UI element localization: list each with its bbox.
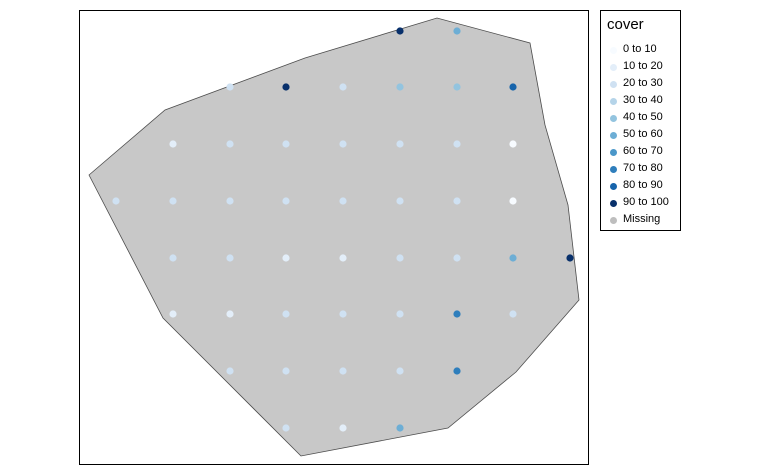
sample-point bbox=[226, 367, 234, 375]
sample-point bbox=[396, 254, 404, 262]
legend-item: 50 to 60 bbox=[601, 127, 681, 144]
sample-point bbox=[339, 83, 347, 91]
sample-point bbox=[396, 27, 404, 35]
sample-point bbox=[339, 310, 347, 318]
sample-point bbox=[339, 367, 347, 375]
legend-swatch bbox=[610, 132, 617, 139]
sample-point bbox=[509, 197, 517, 205]
sample-points-layer bbox=[112, 27, 574, 432]
sample-point bbox=[396, 197, 404, 205]
sample-point bbox=[396, 367, 404, 375]
legend-label: 10 to 20 bbox=[623, 60, 663, 72]
sample-point bbox=[339, 140, 347, 148]
legend-swatch bbox=[610, 166, 617, 173]
sample-point bbox=[509, 310, 517, 318]
sample-point bbox=[509, 83, 517, 91]
legend-item: 80 to 90 bbox=[601, 178, 681, 195]
legend-swatch bbox=[610, 217, 617, 224]
sample-point bbox=[396, 310, 404, 318]
legend-label: 30 to 40 bbox=[623, 94, 663, 106]
legend-label: 70 to 80 bbox=[623, 162, 663, 174]
sample-point bbox=[453, 140, 461, 148]
sample-point bbox=[282, 367, 290, 375]
legend-item: 70 to 80 bbox=[601, 161, 681, 178]
sample-point bbox=[282, 83, 290, 91]
sample-point bbox=[169, 310, 177, 318]
legend-item: 60 to 70 bbox=[601, 144, 681, 161]
sample-point bbox=[282, 197, 290, 205]
sample-point bbox=[169, 197, 177, 205]
sample-point bbox=[396, 83, 404, 91]
legend-title: cover bbox=[607, 16, 644, 33]
legend-item: 10 to 20 bbox=[601, 59, 681, 76]
sample-point bbox=[453, 27, 461, 35]
legend-swatch bbox=[610, 200, 617, 207]
legend-swatch bbox=[610, 64, 617, 71]
sample-point bbox=[453, 254, 461, 262]
sample-point bbox=[226, 310, 234, 318]
legend-label: 20 to 30 bbox=[623, 77, 663, 89]
legend: cover 0 to 10 10 to 20 20 to 30 30 to 40 40 … bbox=[600, 10, 681, 231]
sample-point bbox=[339, 424, 347, 432]
sample-point bbox=[226, 140, 234, 148]
sample-point bbox=[282, 310, 290, 318]
sample-point bbox=[453, 310, 461, 318]
legend-item: 0 to 10 bbox=[601, 42, 681, 59]
legend-label: 60 to 70 bbox=[623, 145, 663, 157]
legend-item: 40 to 50 bbox=[601, 110, 681, 127]
legend-item: Missing bbox=[601, 212, 681, 229]
legend-swatch bbox=[610, 183, 617, 190]
legend-item: 90 to 100 bbox=[601, 195, 681, 212]
sample-point bbox=[453, 197, 461, 205]
sample-point bbox=[112, 197, 120, 205]
sample-point bbox=[509, 254, 517, 262]
legend-label: 40 to 50 bbox=[623, 111, 663, 123]
legend-label: Missing bbox=[623, 213, 661, 225]
legend-swatch bbox=[610, 115, 617, 122]
map-frame bbox=[79, 10, 589, 465]
legend-label: 50 to 60 bbox=[623, 128, 663, 140]
sample-point bbox=[509, 140, 517, 148]
sample-point bbox=[282, 424, 290, 432]
sample-point bbox=[339, 197, 347, 205]
legend-swatch bbox=[610, 47, 617, 54]
sample-point bbox=[453, 83, 461, 91]
legend-swatch bbox=[610, 98, 617, 105]
sample-point bbox=[169, 140, 177, 148]
study-area-polygon bbox=[88, 17, 580, 457]
sample-point bbox=[396, 140, 404, 148]
legend-item: 20 to 30 bbox=[601, 76, 681, 93]
sample-point bbox=[396, 424, 404, 432]
sample-point bbox=[339, 254, 347, 262]
legend-label: 0 to 10 bbox=[623, 43, 657, 55]
legend-item: 30 to 40 bbox=[601, 93, 681, 110]
sample-point bbox=[453, 367, 461, 375]
legend-swatch bbox=[610, 81, 617, 88]
sample-point bbox=[566, 254, 574, 262]
sample-point bbox=[226, 254, 234, 262]
legend-swatch bbox=[610, 149, 617, 156]
sample-point bbox=[282, 254, 290, 262]
sample-point bbox=[226, 83, 234, 91]
sample-point bbox=[226, 197, 234, 205]
legend-label: 80 to 90 bbox=[623, 179, 663, 191]
legend-label: 90 to 100 bbox=[623, 196, 669, 208]
sample-point bbox=[282, 140, 290, 148]
sample-point bbox=[169, 254, 177, 262]
